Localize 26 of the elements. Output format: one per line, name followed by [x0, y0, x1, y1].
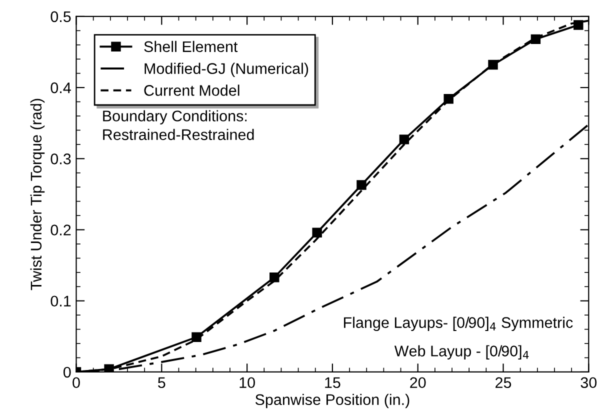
x-tick-label: 20 [410, 377, 426, 388]
y-tick-label: 0.5 [50, 11, 71, 22]
x-tick-label: 10 [240, 377, 255, 388]
point [444, 94, 454, 104]
legend-label: Modified-GJ (Numerical) [144, 62, 308, 77]
y-tick-label: 0.4 [50, 82, 71, 94]
y-tick-label: 0.1 [50, 296, 71, 307]
point [356, 180, 366, 190]
x-tick-label: 15 [325, 377, 340, 388]
annotation: Boundary Conditions: Restrained-Restrained [103, 110, 254, 140]
y-tick-label: 0.2 [50, 224, 71, 236]
x-tick-label: 5 [158, 377, 166, 388]
point [399, 134, 410, 144]
legend-label: Current Model [144, 84, 240, 96]
x-tick-label: 0 [72, 377, 80, 388]
annotation: Web Layup - [0/90]$_{4}$ [394, 345, 529, 360]
y-tick-label: 0.3 [50, 154, 71, 164]
annotation: Flange Layups- [0/90]$_{4}$ Symmetric [344, 316, 573, 332]
x-tick-label: 25 [496, 377, 512, 388]
x-tick-label: 30 [580, 377, 597, 388]
point [312, 228, 322, 238]
y-axis-title: Twist Under Tip Torque (rad) [30, 98, 45, 290]
y-tick-label: 0 [63, 366, 71, 378]
point [574, 20, 584, 30]
legend-label: Shell Element [144, 40, 238, 52]
x-axis-title: Spanwise Position (in.) [255, 394, 410, 408]
